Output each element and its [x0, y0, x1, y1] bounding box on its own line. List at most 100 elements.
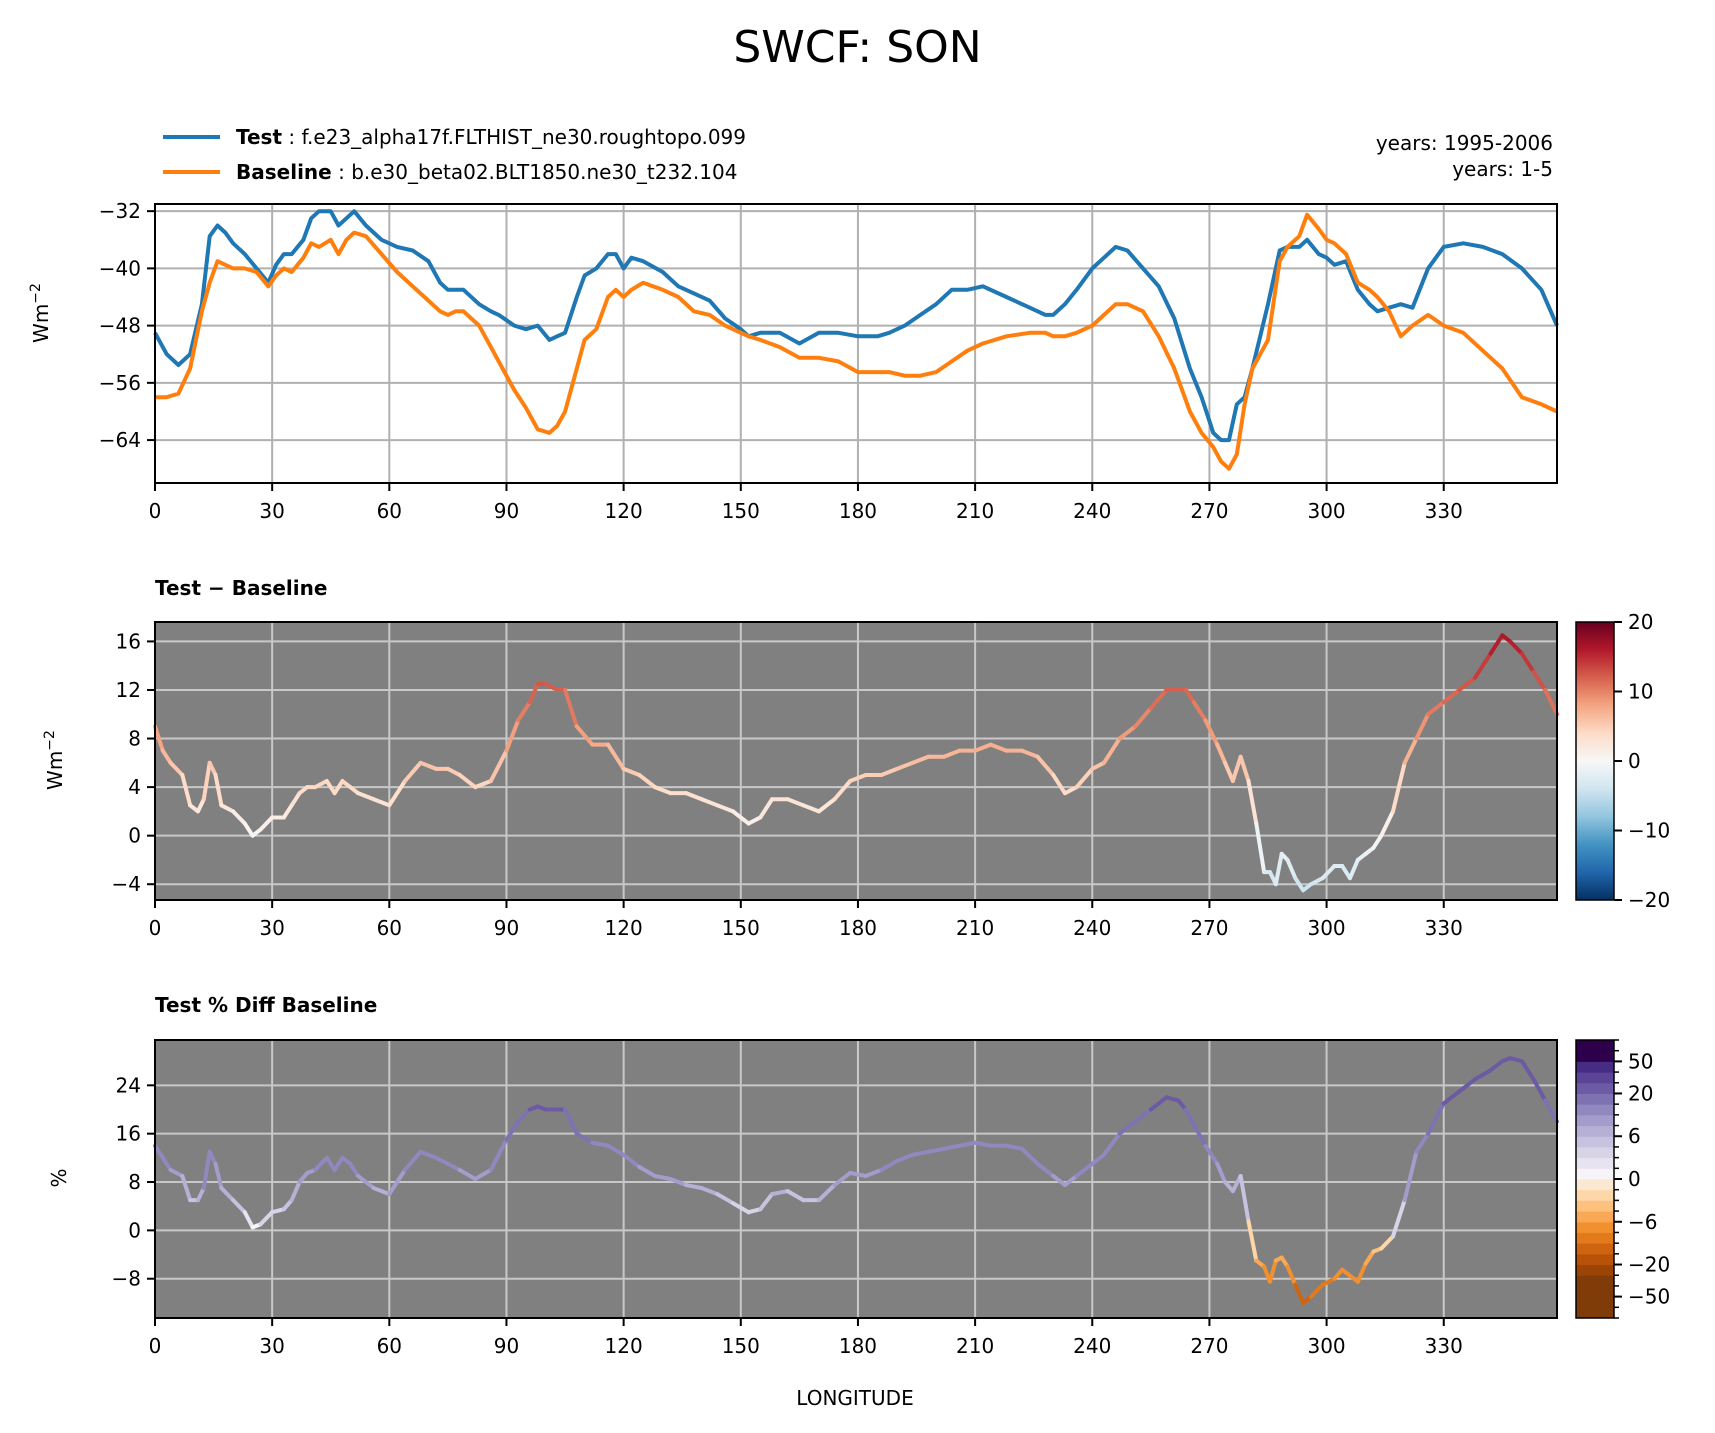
series-segment — [1531, 669, 1548, 692]
series-segment — [1215, 1161, 1228, 1185]
x-tick-label: 240 — [1073, 916, 1111, 940]
series-segment — [1519, 651, 1536, 674]
series-segment — [1191, 700, 1208, 723]
series-segment — [332, 779, 345, 796]
x-tick-label: 270 — [1190, 499, 1228, 523]
series-segment — [816, 1183, 837, 1203]
x-tick-label: 330 — [1425, 916, 1463, 940]
series-segment — [770, 1189, 790, 1197]
series-segment — [621, 766, 642, 777]
series-segment — [1062, 785, 1079, 796]
series-segment — [1074, 766, 1095, 790]
series-segment — [1238, 754, 1251, 784]
x-tick-label: 60 — [377, 499, 402, 523]
series-segment — [1090, 1152, 1106, 1166]
series-segment — [832, 1170, 853, 1188]
plot-area — [155, 622, 1557, 900]
series-segment — [160, 1155, 173, 1172]
x-tick-label: 300 — [1307, 1334, 1345, 1358]
x-tick-label: 60 — [377, 1334, 402, 1358]
series-segment — [1004, 1143, 1024, 1151]
series-segment — [637, 1164, 657, 1178]
colorbar-bin — [1576, 1146, 1614, 1159]
colorbar-bin — [1576, 1221, 1614, 1233]
series-segment — [684, 1183, 704, 1191]
series-segment — [832, 779, 853, 802]
series-segment — [1308, 1282, 1325, 1299]
series-segment — [848, 772, 868, 784]
series-segment — [1183, 1107, 1196, 1127]
series-segment — [219, 1186, 236, 1203]
colorbar-bin — [1576, 1082, 1614, 1094]
plot-frame — [154, 1039, 1558, 1319]
legend-test-case: f.e23_alpha17f.FLTHIST_ne30.roughtopo.09… — [301, 125, 746, 149]
series-segment — [153, 1143, 165, 1160]
series-segment — [1543, 687, 1559, 717]
series-segment — [801, 803, 821, 814]
series-segment — [1441, 687, 1462, 705]
panel1-ylabel: Wm−2 — [28, 283, 53, 343]
series-segment — [1238, 1173, 1251, 1224]
x-tick-label: 120 — [605, 916, 643, 940]
series-segment — [527, 681, 540, 705]
series-segment — [1183, 687, 1196, 705]
series-segment — [1230, 754, 1243, 784]
series-segment — [504, 1119, 521, 1142]
x-tick-label: 150 — [722, 1334, 760, 1358]
series-segment — [746, 1207, 763, 1215]
series-segment — [1402, 1149, 1419, 1203]
series-segment — [289, 1180, 302, 1203]
series-segment — [231, 1198, 247, 1215]
series-segment — [1379, 1234, 1395, 1251]
series-segment — [1223, 760, 1235, 784]
colorbar-bin — [1576, 1050, 1614, 1062]
series-segment — [1457, 1077, 1477, 1094]
panel-percent-diff: 0 30 60 90 120 150 180 210 240 270 300 330 24 16 8 0 −8 — [112, 1039, 1559, 1358]
y-tick-label: −56 — [99, 371, 141, 395]
series-segment — [1371, 833, 1384, 850]
series-segment — [1320, 864, 1337, 881]
series-segment — [1133, 1107, 1153, 1124]
colorbar-tick-label: −20 — [1628, 1253, 1670, 1277]
series-segment — [281, 803, 294, 820]
x-tick-label: 240 — [1073, 499, 1111, 523]
colorbar-bin — [1576, 1125, 1614, 1137]
series-segment — [1101, 1131, 1122, 1157]
x-tick-label: 270 — [1190, 1334, 1228, 1358]
legend-test-label: Test — [236, 125, 282, 149]
series-segment — [1308, 876, 1325, 887]
series-segment — [1019, 748, 1040, 759]
series-segment — [387, 779, 407, 808]
series-segment — [313, 779, 329, 790]
series-segment — [1426, 1101, 1446, 1136]
plot-frame — [154, 621, 1558, 901]
x-tick-label: 300 — [1307, 916, 1345, 940]
series-segment — [371, 797, 392, 808]
colorbar-tick-label: 20 — [1628, 610, 1653, 634]
colorbar-tick-label: 10 — [1628, 680, 1653, 704]
series-segment — [457, 772, 478, 790]
series-segment — [1293, 1282, 1306, 1305]
series-segment — [715, 1192, 735, 1206]
series-segment — [402, 760, 423, 784]
series-segment — [1090, 760, 1106, 771]
panel3-title: Test % Diff Baseline — [155, 993, 377, 1017]
series-segment — [332, 1155, 345, 1172]
y-tick-label: −8 — [112, 1267, 141, 1291]
series-line-test — [153, 209, 1559, 443]
colorbar-bin — [1576, 1157, 1614, 1169]
series-segment — [516, 700, 532, 723]
x-tick-label: 240 — [1073, 1334, 1111, 1358]
series-segment — [637, 772, 657, 790]
y-tick-label: 16 — [116, 629, 141, 653]
colorbar-tick-label: −50 — [1628, 1285, 1670, 1309]
colorbar-bin — [1576, 1285, 1614, 1298]
series-segment — [488, 748, 509, 784]
colorbar-bin — [1576, 1264, 1614, 1276]
colorbar-bin — [1576, 1136, 1614, 1148]
y-tick-label: −32 — [99, 199, 141, 223]
x-tick-label: 180 — [839, 499, 877, 523]
x-tick-label: 30 — [259, 1334, 284, 1358]
colorbar-bin — [1576, 1253, 1614, 1266]
series-segment — [180, 772, 193, 808]
